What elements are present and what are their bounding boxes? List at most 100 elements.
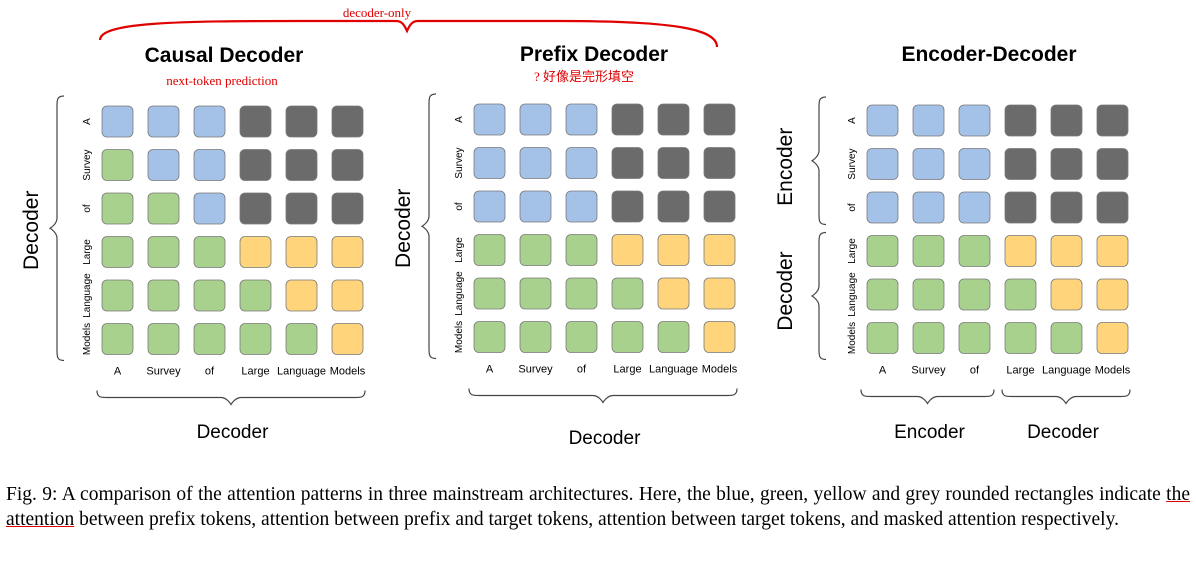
- bottom-label: Encoder: [894, 422, 965, 443]
- causal-note: next-token prediction: [166, 73, 278, 88]
- attention-cell: [519, 277, 552, 310]
- attention-cell: [657, 321, 690, 353]
- attention-cell: [519, 321, 552, 353]
- bottom-brace: [96, 390, 366, 406]
- row-label: Survey: [454, 147, 465, 178]
- attention-cell: [1004, 104, 1037, 137]
- attention-cell: [1004, 322, 1037, 354]
- attention-cell: [193, 192, 226, 225]
- row-label: of: [82, 204, 93, 213]
- row-label: of: [454, 202, 465, 211]
- attention-cell: [912, 235, 945, 267]
- figure-caption: Fig. 9: A comparison of the attention pa…: [6, 482, 1190, 532]
- attention-cell: [1050, 148, 1083, 180]
- attention-cell: [703, 277, 736, 310]
- attention-cell: [657, 147, 690, 179]
- attention-cell: [473, 147, 506, 179]
- attention-cell: [657, 234, 690, 266]
- row-label: of: [847, 203, 858, 212]
- row-label: Language: [454, 271, 465, 316]
- attention-cell: [147, 279, 180, 312]
- attention-cell: [657, 103, 690, 136]
- attention-cell: [958, 322, 991, 354]
- attention-cell: [565, 147, 598, 179]
- attention-cell: [285, 279, 318, 312]
- attention-cell: [866, 104, 899, 137]
- attention-cell: [1096, 278, 1129, 311]
- attention-cell: [101, 149, 134, 181]
- attention-cell: [473, 103, 506, 136]
- attention-cell: [657, 277, 690, 310]
- column-label: Language: [649, 364, 698, 376]
- column-label: A: [879, 365, 887, 377]
- column-label: Models: [330, 366, 366, 378]
- row-label: Models: [82, 323, 93, 355]
- attention-cell: [611, 321, 644, 353]
- attention-cell: [958, 191, 991, 224]
- attention-cell: [611, 277, 644, 310]
- attention-cell: [1096, 235, 1129, 267]
- attention-cell: [331, 192, 364, 225]
- attention-cell: [239, 323, 272, 355]
- attention-cell: [958, 235, 991, 267]
- attention-cell: [331, 149, 364, 181]
- row-label: A: [847, 117, 858, 124]
- attention-cell: [519, 234, 552, 266]
- attention-cell: [285, 105, 318, 138]
- left-brace-bottom: [810, 231, 827, 361]
- caption-text-end: between prefix tokens, attention between…: [74, 509, 1119, 530]
- brace-label: decoder-only: [343, 5, 412, 20]
- column-label: Large: [1006, 365, 1034, 377]
- caption-underlined-text: the attention: [6, 484, 1190, 530]
- side-label: Decoder: [392, 189, 415, 268]
- attention-cell: [285, 236, 318, 268]
- column-label: Large: [241, 366, 269, 378]
- attention-cell: [611, 147, 644, 179]
- bottom-brace: [468, 388, 738, 404]
- column-label: A: [486, 364, 494, 376]
- row-label: Models: [847, 322, 858, 354]
- side-label: Decoder: [20, 191, 43, 270]
- attention-cell: [331, 323, 364, 355]
- attention-cell: [565, 277, 598, 310]
- attention-cell: [101, 105, 134, 138]
- attention-cell: [1096, 104, 1129, 137]
- attention-cell: [657, 190, 690, 223]
- attention-cell: [193, 105, 226, 138]
- attention-cell: [912, 148, 945, 180]
- attention-cell: [239, 105, 272, 138]
- attention-cell: [101, 236, 134, 268]
- row-label: Survey: [82, 149, 93, 180]
- attention-cell: [912, 278, 945, 311]
- attention-cell: [101, 279, 134, 312]
- attention-cell: [193, 149, 226, 181]
- attention-cell: [519, 103, 552, 136]
- attention-cell: [565, 234, 598, 266]
- column-label: of: [205, 366, 215, 378]
- attention-cell: [611, 234, 644, 266]
- attention-cell: [866, 322, 899, 354]
- attention-cell: [239, 236, 272, 268]
- attention-cell: [958, 278, 991, 311]
- column-label: Language: [1042, 365, 1091, 377]
- attention-cell: [331, 236, 364, 268]
- attention-cell: [912, 104, 945, 137]
- bottom-label: Decoder: [569, 428, 641, 449]
- attention-cell: [1050, 235, 1083, 267]
- attention-cell: [866, 148, 899, 180]
- side-label: Encoder: [774, 128, 797, 206]
- attention-cell: [565, 190, 598, 223]
- column-label: Survey: [911, 365, 946, 377]
- column-label: A: [114, 366, 122, 378]
- row-label: Large: [454, 237, 465, 263]
- row-label: A: [454, 116, 465, 123]
- attention-cell: [1096, 322, 1129, 354]
- attention-cell: [1050, 104, 1083, 137]
- side-label: Decoder: [774, 251, 797, 330]
- column-label: of: [970, 365, 980, 377]
- attention-cell: [147, 323, 180, 355]
- attention-cell: [1004, 235, 1037, 267]
- attention-cell: [611, 103, 644, 136]
- left-brace: [420, 93, 437, 360]
- column-label: Survey: [518, 364, 553, 376]
